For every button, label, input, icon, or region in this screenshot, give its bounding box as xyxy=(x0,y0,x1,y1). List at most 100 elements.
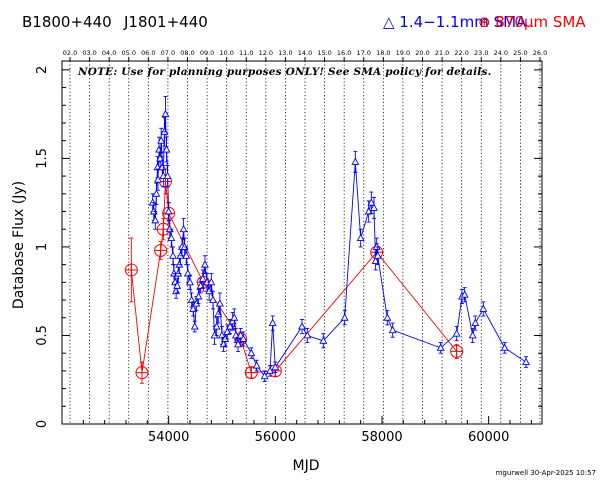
y-tick-label: 2 xyxy=(35,66,50,74)
top-tick-label: 14.0 xyxy=(298,49,312,57)
top-tick-label: 16.0 xyxy=(337,49,351,57)
data-point xyxy=(186,277,194,286)
top-tick-label: 04.0 xyxy=(102,49,116,57)
x-axis-title: MJD xyxy=(292,458,320,474)
legend-1mm: △ 1.4−1.1mm SMA xyxy=(383,13,527,31)
y-axis-title: Database Flux (Jy) xyxy=(11,180,27,310)
data-point xyxy=(182,251,191,259)
y-tick-label: 1.5 xyxy=(35,148,50,169)
top-tick-label: 15.0 xyxy=(317,49,331,57)
data-point xyxy=(158,162,167,171)
data-point xyxy=(479,304,488,312)
top-axis-gridlines xyxy=(69,57,541,424)
data-point xyxy=(367,198,376,206)
data-point xyxy=(212,322,221,330)
data-point xyxy=(154,175,162,183)
data-point xyxy=(268,318,277,327)
top-tick-label: 13.0 xyxy=(278,49,292,57)
data-point xyxy=(215,299,224,307)
data-point xyxy=(500,343,509,351)
data-point xyxy=(231,331,240,339)
top-tick-label: 05.0 xyxy=(122,49,136,57)
data-point xyxy=(383,313,392,321)
data-point xyxy=(468,331,477,339)
data-point xyxy=(148,198,157,206)
data-point xyxy=(164,207,173,215)
data-point xyxy=(207,277,216,286)
data-point xyxy=(187,295,196,303)
y-tick-labels: 0 0.5 1 1.5 2 xyxy=(35,66,50,428)
data-point xyxy=(162,145,171,153)
data-point xyxy=(436,343,445,351)
data-point xyxy=(167,233,176,242)
data-point xyxy=(319,336,328,344)
top-tick-label: 17.0 xyxy=(357,49,371,57)
data-point xyxy=(460,290,469,298)
data-point xyxy=(160,127,169,135)
data-point xyxy=(239,334,248,342)
data-point xyxy=(198,274,207,282)
x-tick-labels: 54000 56000 58000 60000 xyxy=(148,430,509,445)
data-point xyxy=(340,313,349,321)
x-tick-label: 56000 xyxy=(255,430,296,445)
data-point xyxy=(452,329,461,337)
data-point xyxy=(200,260,209,268)
credit-line: mgurwell 30-Apr-2025 10:57 xyxy=(495,469,596,477)
data-point xyxy=(208,295,217,303)
source-alias: J1801+440 xyxy=(124,13,208,31)
top-axis-labels: 02.0 03.0 04.0 05.0 06.0 07.0 08.0 09.0 10.0 11.0… xyxy=(63,49,547,57)
x-tick-label: 54000 xyxy=(148,430,189,445)
data-point xyxy=(192,299,201,307)
top-tick-label: 06.0 xyxy=(141,49,155,57)
top-tick-label: 07.0 xyxy=(161,49,175,57)
data-point xyxy=(356,233,365,242)
data-point xyxy=(221,334,230,342)
top-tick-label: 18.0 xyxy=(376,49,390,57)
series-1mm xyxy=(148,95,530,382)
data-point xyxy=(168,251,177,259)
legend-870um: ⊕ 870μm SMA xyxy=(478,13,586,31)
data-point xyxy=(156,153,165,162)
data-point xyxy=(226,322,234,330)
series-line xyxy=(130,181,458,374)
y-tick-label: 0.5 xyxy=(35,325,50,346)
data-point xyxy=(522,357,530,365)
data-point xyxy=(471,318,480,327)
data-point xyxy=(194,292,203,300)
top-tick-label: 25.0 xyxy=(513,49,527,57)
data-point xyxy=(163,171,172,180)
top-tick-label: 12.0 xyxy=(259,49,273,57)
x-tick-label: 58000 xyxy=(361,430,402,445)
data-point xyxy=(155,145,164,153)
plot-frame xyxy=(61,60,543,425)
data-point xyxy=(230,313,239,321)
planning-note: NOTE: Use for planning purposes ONLY! Se… xyxy=(78,66,492,78)
data-point xyxy=(247,348,256,357)
data-point xyxy=(190,322,199,330)
data-point xyxy=(298,322,306,330)
data-point xyxy=(153,162,162,171)
data-point xyxy=(364,207,373,215)
top-tick-label: 24.0 xyxy=(494,49,508,57)
top-tick-label: 22.0 xyxy=(454,49,468,57)
data-point xyxy=(372,242,381,250)
source-name: B1800+440 xyxy=(22,13,112,31)
data-point xyxy=(371,256,380,265)
top-tick-label: 10.0 xyxy=(219,49,233,57)
data-point xyxy=(174,269,183,277)
top-tick-label: 08.0 xyxy=(180,49,194,57)
data-point xyxy=(151,215,160,224)
top-tick-label: 11.0 xyxy=(239,49,253,57)
axis-ticks xyxy=(61,69,542,425)
data-point xyxy=(175,260,184,268)
data-point xyxy=(373,251,382,259)
data-point xyxy=(179,224,188,233)
top-tick-label: 26.0 xyxy=(533,49,547,57)
data-point xyxy=(303,331,312,339)
data-point xyxy=(172,286,181,295)
top-tick-label: 02.0 xyxy=(63,49,77,57)
data-point xyxy=(223,327,232,335)
data-point xyxy=(189,304,198,312)
data-point xyxy=(210,331,219,339)
